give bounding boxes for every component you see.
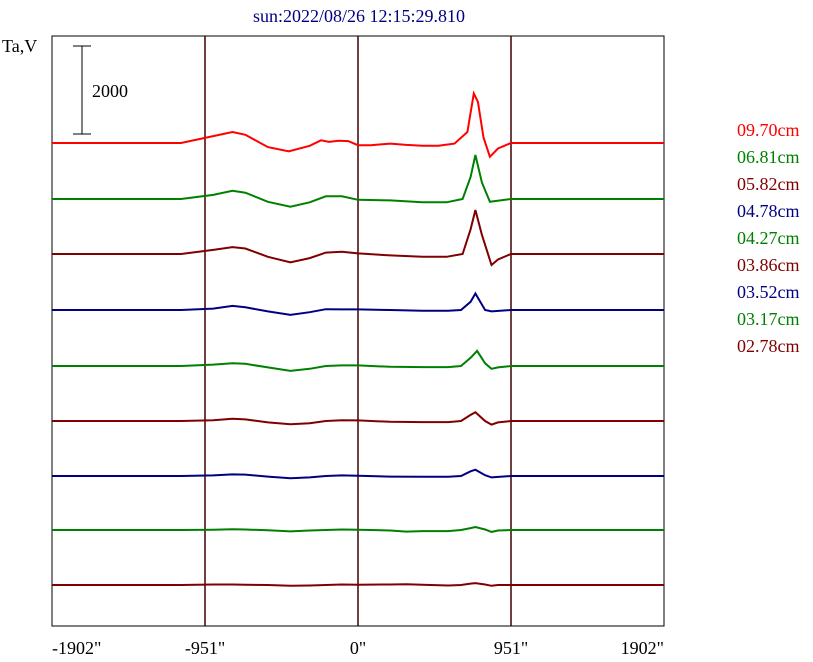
x-tick-label-4: 1902" (621, 638, 664, 658)
series-line-03.52cm (52, 468, 664, 480)
x-tick-label-2: 0" (350, 638, 366, 658)
legend-entry-04.27cm: 04.27cm (737, 228, 800, 248)
legend-entry-02.78cm: 02.78cm (737, 336, 800, 356)
x-tick-labels: -1902" -951" 0" 951" 1902" (52, 638, 664, 658)
series-line-04.27cm (52, 349, 664, 372)
legend-entry-05.82cm: 05.82cm (737, 174, 800, 194)
x-tick-label-1: -951" (185, 638, 225, 658)
series-line-04.78cm (52, 291, 664, 316)
series-line-09.70cm (52, 90, 664, 159)
scale-bar: 2000 (73, 45, 128, 135)
series-group (52, 90, 664, 587)
series-line-02.78cm (52, 582, 664, 587)
x-tick-label-0: -1902" (52, 638, 101, 658)
series-line-05.82cm (52, 209, 664, 267)
legend-entry-06.81cm: 06.81cm (737, 147, 800, 167)
y-axis-label: Ta,V (2, 36, 37, 56)
legend-entry-03.52cm: 03.52cm (737, 282, 800, 302)
x-tick-label-3: 951" (494, 638, 528, 658)
legend-entry-04.78cm: 04.78cm (737, 201, 800, 221)
scale-bar-label: 2000 (92, 81, 128, 101)
series-line-03.86cm (52, 410, 664, 426)
vertical-gridlines (204, 36, 512, 626)
legend-entry-09.70cm: 09.70cm (737, 120, 800, 140)
chart-title: sun:2022/08/26 12:15:29.810 (253, 6, 465, 26)
legend: 09.70cm 06.81cm 05.82cm 04.78cm 04.27cm 03.86… (737, 120, 800, 356)
legend-entry-03.17cm: 03.17cm (737, 309, 800, 329)
series-line-06.81cm (52, 154, 664, 208)
series-line-03.17cm (52, 525, 664, 533)
legend-entry-03.86cm: 03.86cm (737, 255, 800, 275)
